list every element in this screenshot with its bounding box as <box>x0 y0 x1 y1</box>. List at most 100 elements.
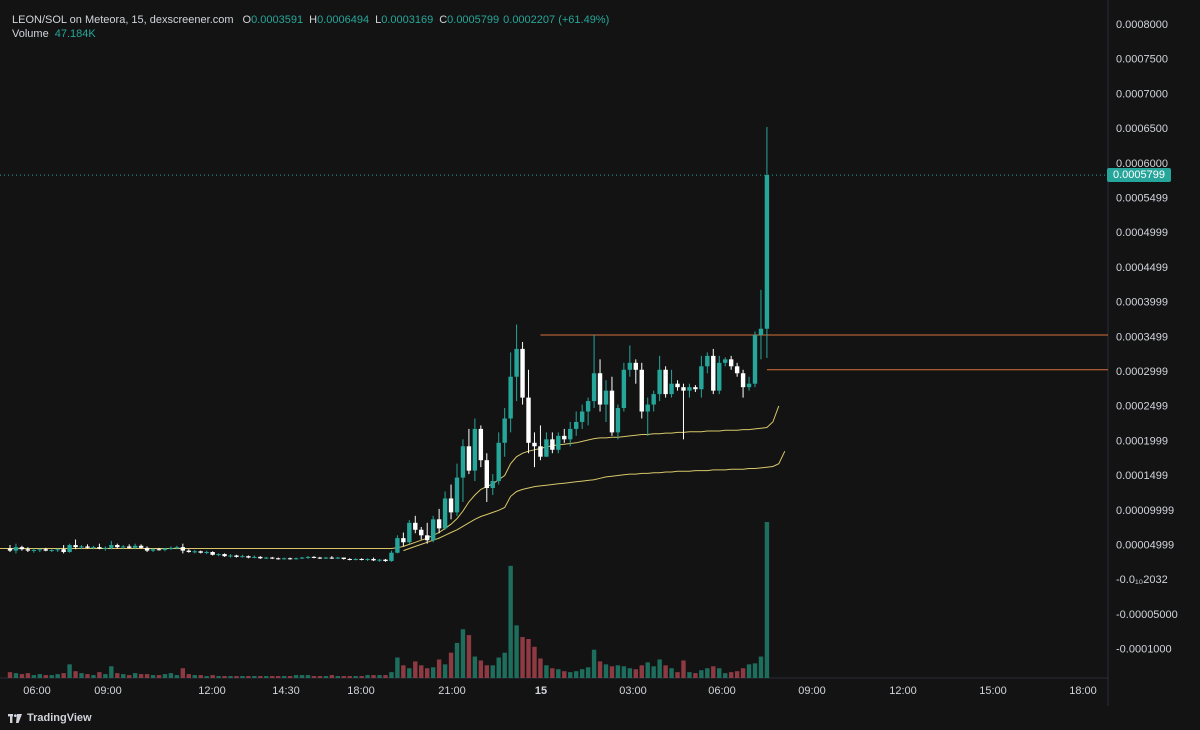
volume-bar <box>174 675 180 678</box>
candle-up <box>335 556 340 559</box>
candle-body <box>115 545 120 548</box>
volume-bar <box>454 642 460 678</box>
candle-up <box>460 439 466 502</box>
volume-bar <box>222 676 227 678</box>
candle-down <box>222 553 227 557</box>
time-axis-label: 21:00 <box>438 685 466 697</box>
candle-up <box>645 397 650 436</box>
volume-bar <box>544 665 549 678</box>
volume-bar <box>276 676 281 678</box>
candle-up <box>162 547 168 552</box>
candle-down <box>526 369 531 454</box>
price-axis-label: 0.0001999 <box>1116 435 1168 447</box>
horizontal-lines <box>0 174 1108 371</box>
volume-bar <box>103 674 108 678</box>
candle-up <box>574 411 579 436</box>
candle-down <box>734 362 740 377</box>
candle-down <box>371 557 376 562</box>
candle-body <box>335 557 340 559</box>
candle-down <box>466 428 472 475</box>
volume-bar <box>37 674 42 678</box>
candle-down <box>663 366 668 398</box>
candle-down <box>25 547 31 553</box>
candle-body <box>359 558 364 560</box>
volume-bar <box>156 675 162 678</box>
candle-up <box>37 548 42 553</box>
candle-body <box>436 519 442 529</box>
candle-down <box>728 355 734 370</box>
candle-body <box>168 547 174 549</box>
volume-bar <box>442 664 448 678</box>
candle-down <box>258 556 263 559</box>
volume-bar <box>186 674 191 678</box>
volume-bar <box>693 673 698 678</box>
candle-down <box>7 545 13 553</box>
candle-body <box>526 397 531 443</box>
candle-body <box>43 549 48 551</box>
volume-bar <box>281 676 287 678</box>
volume-bar <box>43 675 48 678</box>
candle-down <box>401 532 406 547</box>
candle-up <box>591 335 597 409</box>
candle-down <box>484 453 489 502</box>
volume-bar <box>734 671 740 678</box>
candle-body <box>395 538 400 553</box>
candle-body <box>460 446 466 478</box>
candle-body <box>25 549 31 551</box>
candle-up <box>454 463 460 516</box>
candle-up <box>502 408 507 457</box>
volume-bar <box>728 672 734 678</box>
candle-body <box>478 428 484 461</box>
candle-down <box>138 544 144 549</box>
price-chart[interactable]: 0.0008000 0.0007500 0.0007000 0.0006500 0.00… <box>0 0 1200 706</box>
candle-up <box>758 289 764 360</box>
volume-label[interactable]: Volume <box>12 28 49 40</box>
candle-up <box>627 345 633 377</box>
close-value: 0.0005799 <box>447 14 500 26</box>
price-axis-label: 0.0006500 <box>1116 123 1168 135</box>
time-axis[interactable]: 06:00 09:00 12:00 14:30 18:00 21:00 15 03:00 06:… <box>23 685 1097 697</box>
price-axis-label: 0.0008000 <box>1116 19 1168 31</box>
candle-body <box>305 556 311 558</box>
tradingview-logo[interactable]: TradingView <box>8 712 92 724</box>
candle-up <box>109 540 114 550</box>
volume-bar <box>615 665 621 678</box>
candle-down <box>198 550 203 554</box>
candle-down <box>740 369 746 398</box>
candle-down <box>448 484 454 520</box>
candle-body <box>186 550 191 553</box>
candle-down <box>287 557 293 560</box>
candle-body <box>407 522 412 543</box>
candle-body <box>264 557 269 559</box>
candle-down <box>144 546 150 553</box>
candle-body <box>7 548 13 551</box>
volume-bar <box>258 676 263 678</box>
candle-body <box>85 546 90 548</box>
volume-bar <box>603 664 609 678</box>
candle-body <box>734 366 740 374</box>
candle-body <box>448 498 454 513</box>
candle-up <box>299 556 305 559</box>
candle-body <box>317 557 323 559</box>
price-axis[interactable]: 0.0008000 0.0007500 0.0007000 0.0006500 0.00… <box>1116 19 1178 656</box>
candle-body <box>73 545 78 548</box>
candle-up <box>699 355 704 398</box>
volume-bar <box>91 675 96 678</box>
candle-up <box>252 555 257 559</box>
candle-up <box>508 352 513 433</box>
candle-up <box>669 369 674 398</box>
price-axis-label: 0.0007500 <box>1116 54 1168 66</box>
candle-body <box>377 559 382 561</box>
time-axis-label: 14:30 <box>272 685 300 697</box>
volume-bar <box>383 675 388 678</box>
candle-up <box>192 549 197 554</box>
high-label: H <box>309 14 318 26</box>
candle-body <box>740 373 746 388</box>
candle-down <box>210 551 215 556</box>
candle-body <box>466 446 472 471</box>
symbol-title[interactable]: LEON/SOL on Meteora, 15, dexscreener.com <box>12 14 234 26</box>
time-axis-label: 12:00 <box>889 685 917 697</box>
candle-body <box>55 549 60 551</box>
candle-up <box>603 380 609 422</box>
candle-body <box>699 366 704 390</box>
